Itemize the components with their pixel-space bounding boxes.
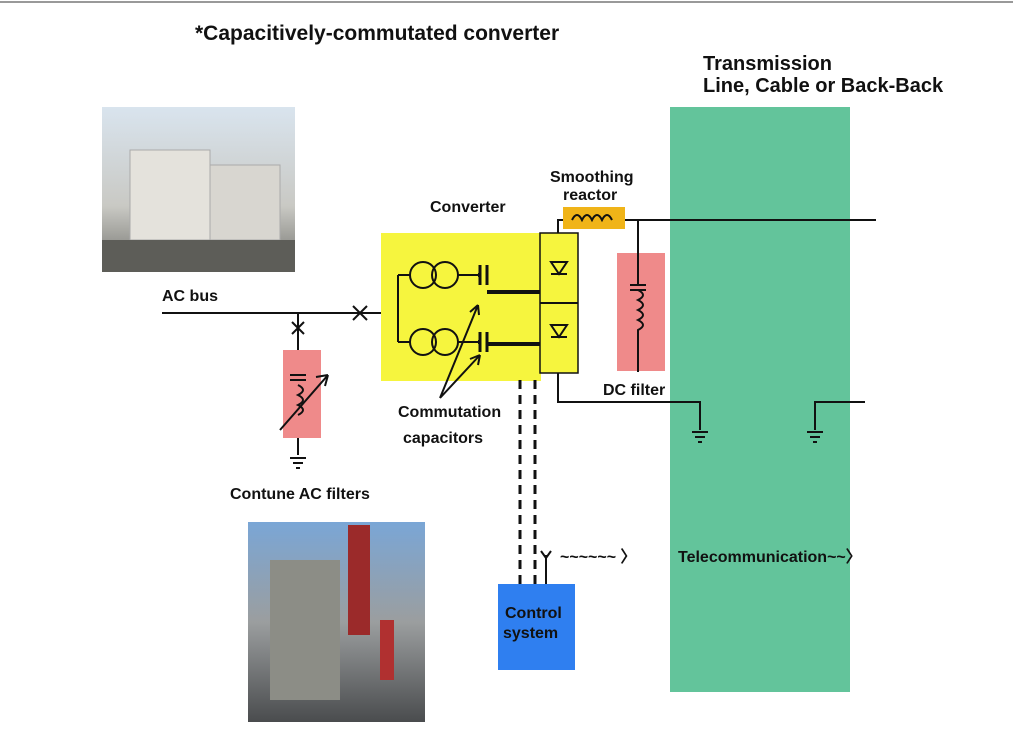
transmission-area: [670, 107, 850, 692]
wave-label: ~~~~~~ 〉: [560, 548, 637, 566]
line: Transmission: [703, 53, 832, 75]
smoothing-reactor-label: Smoothing reactor: [550, 169, 638, 204]
dc-filter-label: DC filter: [603, 382, 665, 399]
line: Commutation: [398, 404, 501, 421]
line: Smoothing: [550, 169, 634, 186]
ac-filters-label: Contune AC filters: [230, 486, 370, 503]
antenna: [541, 551, 551, 584]
line: reactor: [563, 187, 617, 204]
line: capacitors: [403, 430, 483, 447]
transmission-label: Transmission Line, Cable or Back-Back: [703, 53, 944, 97]
capacitors-label: Commutation capacitors: [398, 404, 506, 447]
ground: [290, 458, 306, 468]
converter-label: Converter: [430, 199, 506, 216]
ac-filter: [283, 350, 321, 438]
converter-box: [381, 233, 541, 381]
line: Control: [505, 605, 562, 622]
diagram: *Capacitively-commutated converter Trans…: [0, 0, 1013, 731]
line: Line, Cable or Back-Back: [703, 75, 944, 97]
ac-bus-label: AC bus: [162, 288, 218, 305]
photo-converter-station: [102, 107, 295, 272]
title: *Capacitively-commutated converter: [195, 22, 559, 45]
line: system: [503, 625, 558, 642]
page: *Capacitively-commutated converter Trans…: [0, 0, 1013, 731]
photo-filter-equipment: [248, 522, 425, 722]
control-links: [520, 380, 535, 584]
telecom-label: Telecommunication~~〉: [678, 548, 862, 566]
